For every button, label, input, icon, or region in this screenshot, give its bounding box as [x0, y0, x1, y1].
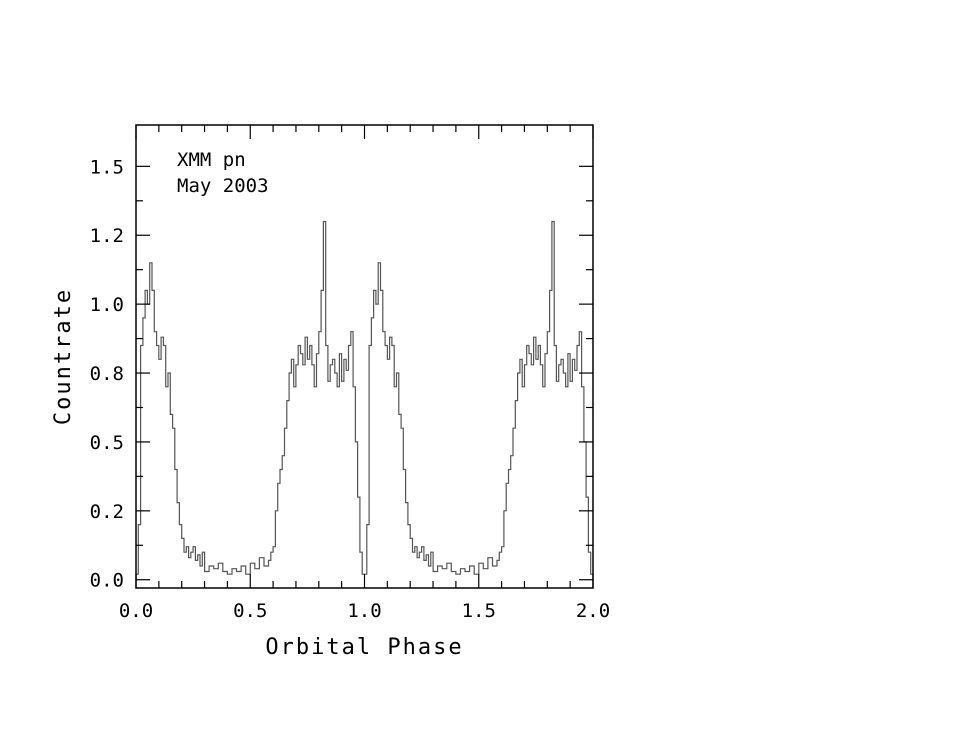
y-tick-label: 1.5: [90, 156, 124, 178]
countrate-series-line: [136, 220, 593, 575]
y-tick-label: 0.0: [90, 570, 124, 592]
x-tick-label: 0.5: [233, 600, 267, 622]
y-tick-label: 1.0: [90, 294, 124, 316]
x-tick-label: 1.0: [347, 600, 381, 622]
x-tick-label: 1.5: [462, 600, 496, 622]
y-axis-title: Countrate: [51, 288, 76, 425]
x-tick-label: 2.0: [576, 600, 610, 622]
curve-layer: [136, 220, 593, 575]
x-axis-title: Orbital Phase: [265, 635, 463, 660]
annotation-instrument: XMM pn: [177, 149, 246, 171]
y-tick-label: 0.5: [90, 432, 124, 454]
y-tick-label: 1.2: [90, 225, 124, 247]
y-tick-label: 0.8: [90, 363, 124, 385]
tick-labels: 0.0 0.5 1.0 1.5 2.0 0.0 0.2 0.5 0.8 1.0 1.2 1.5: [90, 156, 610, 622]
ticks-layer: [135, 125, 594, 588]
y-tick-label: 0.2: [90, 501, 124, 523]
annotation-date: May 2003: [177, 175, 269, 197]
x-tick-label: 0.0: [119, 600, 153, 622]
